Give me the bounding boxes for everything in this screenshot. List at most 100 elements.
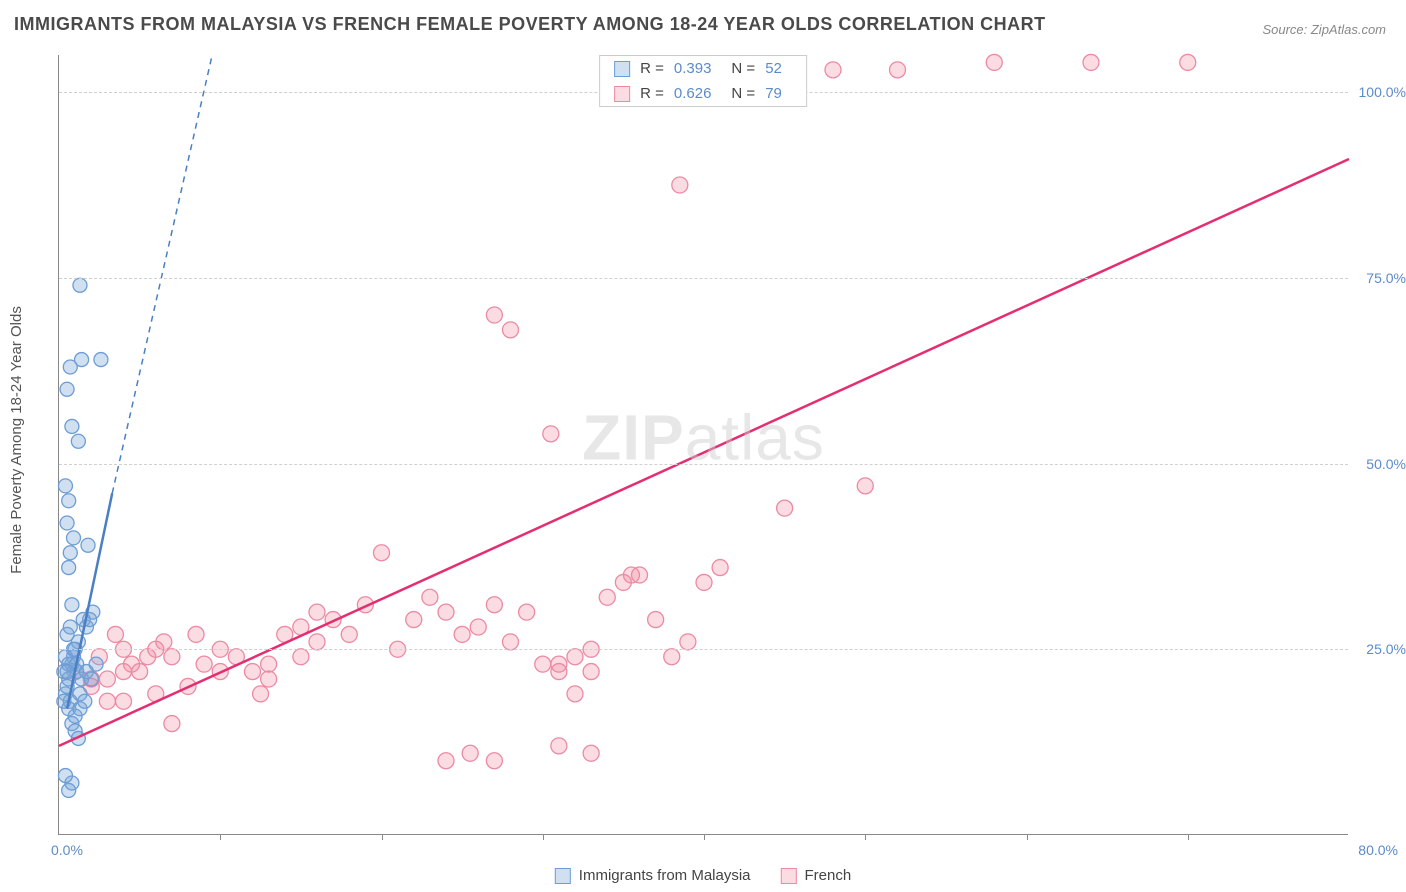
data-point [486, 597, 502, 613]
data-point [60, 665, 74, 679]
y-axis-label: Female Poverty Among 18-24 Year Olds [8, 306, 25, 574]
gridline [59, 464, 1348, 465]
data-point [99, 693, 115, 709]
data-point [63, 546, 77, 560]
data-point [341, 626, 357, 642]
data-point [648, 612, 664, 628]
data-point [196, 656, 212, 672]
data-point [116, 664, 132, 680]
data-point [543, 426, 559, 442]
x-tick-mark [1027, 834, 1028, 840]
legend-item-pink: French [781, 867, 852, 884]
x-tick-mark [220, 834, 221, 840]
data-point [65, 598, 79, 612]
data-point [62, 561, 76, 575]
r-label: R = [640, 85, 664, 102]
y-tick-label: 25.0% [1366, 641, 1406, 657]
data-point [1083, 54, 1099, 70]
data-point [60, 516, 74, 530]
data-point [309, 634, 325, 650]
gridline [59, 649, 1348, 650]
y-tick-label: 100.0% [1359, 84, 1406, 100]
data-point [261, 656, 277, 672]
data-point [78, 694, 92, 708]
y-tick-label: 75.0% [1366, 270, 1406, 286]
x-tick-mark [865, 834, 866, 840]
data-point [164, 649, 180, 665]
data-point [188, 626, 204, 642]
data-point [583, 745, 599, 761]
data-point [857, 478, 873, 494]
data-point [73, 278, 87, 292]
data-point [75, 353, 89, 367]
data-point [71, 434, 85, 448]
gridline [59, 278, 1348, 279]
data-point [132, 664, 148, 680]
data-point [712, 560, 728, 576]
data-point [599, 589, 615, 605]
chart-container: IMMIGRANTS FROM MALAYSIA VS FRENCH FEMAL… [0, 0, 1406, 892]
data-point [164, 716, 180, 732]
x-tick-mark [1188, 834, 1189, 840]
x-tick-mark [543, 834, 544, 840]
data-point [680, 634, 696, 650]
y-tick-label: 50.0% [1366, 456, 1406, 472]
data-point [60, 382, 74, 396]
legend-item-blue: Immigrants from Malaysia [555, 867, 751, 884]
x-axis-max-label: 80.0% [1358, 842, 1398, 858]
r-value-blue: 0.393 [674, 60, 712, 77]
data-point [58, 479, 72, 493]
regression-line [59, 159, 1349, 746]
data-point [309, 604, 325, 620]
swatch-blue [614, 61, 630, 77]
x-axis-min-label: 0.0% [51, 842, 83, 858]
stats-row-blue: R = 0.393 N = 52 [600, 56, 806, 81]
swatch-pink [614, 86, 630, 102]
data-point [261, 671, 277, 687]
data-point [986, 54, 1002, 70]
data-point [486, 753, 502, 769]
data-point [245, 664, 261, 680]
data-point [551, 656, 567, 672]
data-point [825, 62, 841, 78]
data-point [503, 634, 519, 650]
x-tick-mark [382, 834, 383, 840]
regression-line-extrapolated [112, 55, 212, 493]
data-point [99, 671, 115, 687]
r-label: R = [640, 60, 664, 77]
data-point [81, 538, 95, 552]
data-point [107, 626, 123, 642]
data-point [551, 738, 567, 754]
data-point [94, 353, 108, 367]
data-point [438, 753, 454, 769]
data-point [89, 657, 103, 671]
data-point [406, 612, 422, 628]
data-point [486, 307, 502, 323]
n-value-pink: 79 [765, 85, 782, 102]
data-point [116, 693, 132, 709]
data-point [1180, 54, 1196, 70]
data-point [422, 589, 438, 605]
legend-label-pink: French [805, 867, 852, 884]
chart-title: IMMIGRANTS FROM MALAYSIA VS FRENCH FEMAL… [14, 14, 1046, 35]
data-point [58, 769, 72, 783]
data-point [65, 419, 79, 433]
legend-label-blue: Immigrants from Malaysia [579, 867, 751, 884]
swatch-blue-icon [555, 868, 571, 884]
data-point [156, 634, 172, 650]
scatter-plot-svg [59, 55, 1348, 834]
x-tick-mark [704, 834, 705, 840]
data-point [84, 672, 98, 686]
data-point [632, 567, 648, 583]
data-point [696, 574, 712, 590]
data-point [583, 664, 599, 680]
data-point [470, 619, 486, 635]
stats-legend: R = 0.393 N = 52 R = 0.626 N = 79 [599, 55, 807, 107]
data-point [519, 604, 535, 620]
n-value-blue: 52 [765, 60, 782, 77]
data-point [253, 686, 269, 702]
stats-row-pink: R = 0.626 N = 79 [600, 81, 806, 106]
data-point [777, 500, 793, 516]
plot-area: ZIPatlas 0.0% 80.0% 25.0%50.0%75.0%100.0… [58, 55, 1348, 835]
source-attribution: Source: ZipAtlas.com [1262, 22, 1386, 37]
